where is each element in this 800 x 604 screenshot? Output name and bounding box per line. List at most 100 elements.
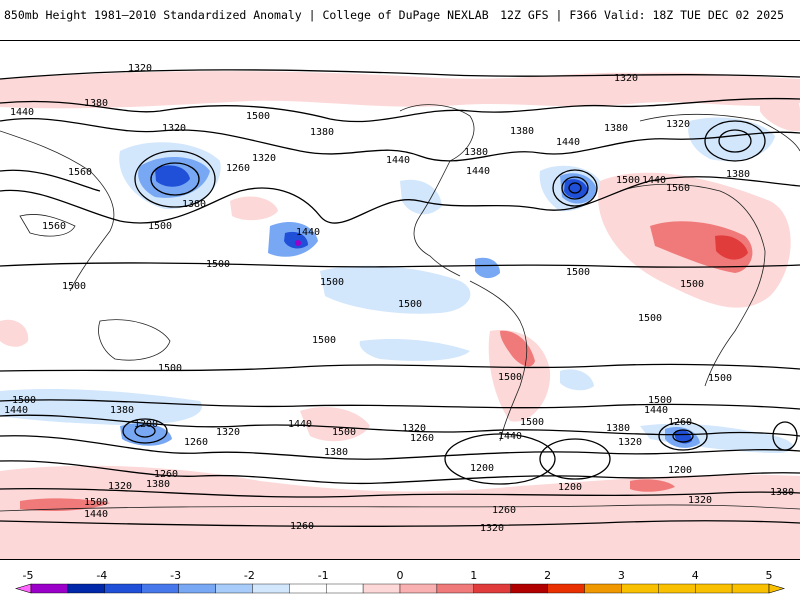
europe-light-negative [688,117,775,162]
atlantic-low-ring-3 [568,182,582,194]
contour-label: 1500 [246,111,270,122]
europe-low-ring-2 [718,129,752,153]
southern-pacific-low-ring-1 [122,418,168,444]
contour-label: 1440 [642,175,666,186]
africa-max-positive [715,235,748,260]
contour-label: 1380 [604,123,628,134]
contour-label: 1380 [770,487,794,498]
aleutian-low-ring-2 [150,162,200,196]
colorbar-tick-label: -1 [318,569,329,582]
subtropical-low-core [284,231,308,249]
contour-label: 1260 [668,417,692,428]
contour-label: 1500 [62,281,86,292]
colorbar-swatch [695,583,733,594]
pacific-positive-patch [230,196,278,221]
south-america-positive-region [488,330,551,422]
colorbar-svg: -5 -4 -3 -2 -1 0 1 2 3 4 5 [14,569,786,594]
contour-label: 1500 [638,313,662,324]
colorbar-swatch [104,583,142,594]
south-indian-west-low-ring [539,438,611,480]
colorbar-swatch [436,583,474,594]
atlantic-low-core [564,179,588,199]
contour-1380-north [0,97,800,123]
colorbar-tick-label: -2 [244,569,255,582]
south-america-coast [469,280,528,442]
contour-label: 1440 [386,155,410,166]
contour-label: 1500 [520,417,544,428]
contour-label: 1320 [108,481,132,492]
contour-label: 1380 [310,127,334,138]
southern-indian-low-ring-1 [658,421,708,451]
southern-pacific-low-ring-2 [134,424,156,438]
colorbar-swatch [141,583,179,594]
height-contours [0,69,800,527]
colorbar-swatch [326,583,364,594]
colorbar-swatch [547,583,585,594]
contour-label: 1320 [614,73,638,84]
contour-label: 1500 [148,221,172,232]
colorbar-ticks: -5 -4 -3 -2 -1 0 1 2 3 4 5 [23,569,773,582]
contour-label: 1320 [402,423,426,434]
colorbar-tick-label: -4 [96,569,107,582]
contour-labels: 1320 1320 1380 1440 1500 1320 1380 1380 … [4,63,794,534]
south-pacific-positive-patch [300,406,370,442]
contour-label: 1500 [12,395,36,406]
sahara-strong-positive [650,221,753,273]
contour-label: 1320 [216,427,240,438]
contour-label: 1260 [226,163,250,174]
contour-label: 1320 [252,153,276,164]
contour-label: 1440 [84,509,108,520]
colorbar-swatch [67,583,106,594]
asia-coast [0,130,115,292]
colorbar-tick-label: 0 [397,569,404,582]
contour-label: 1560 [42,221,66,232]
aleutian-low-ring-1 [134,150,216,208]
colorbar-swatch [584,583,622,594]
contour-label: 1320 [480,523,504,534]
arctic-positive-band [0,71,800,109]
contour-label: 1320 [618,437,642,448]
contour-label: 1260 [154,469,178,480]
contour-1500-tropics-south [0,363,800,372]
contour-label: 1320 [666,119,690,130]
coastlines [0,104,800,512]
anomaly-map[interactable]: 1320 1320 1380 1440 1500 1320 1380 1380 … [0,41,800,559]
contour-label: 1380 [510,126,534,137]
model-run-info: 12Z GFS | F366 Valid: 18Z TUE DEC 02 202… [500,8,784,22]
contour-1560-west [0,169,101,192]
southern-indian-low-core [675,429,692,444]
colorbar-tick-label: -5 [23,569,34,582]
east-asia-islands [19,214,76,237]
antarctic-strong-positive [20,498,110,511]
contour-label: 1440 [466,166,490,177]
contour-label: 1500 [84,497,108,508]
contour-label: 1500 [648,395,672,406]
contour-label: 1440 [296,227,320,238]
north-america-light-negative [400,179,442,215]
subtropical-low-extreme [295,240,301,246]
contour-label: 1200 [558,482,582,493]
australia-coast [98,319,171,361]
colorbar-swatch [252,583,290,594]
contour-label: 1320 [128,63,152,74]
contour-label: 1500 [332,427,356,438]
colorbar-arrow-low [14,583,32,594]
colorbar-swatch [658,583,696,594]
contour-label: 1380 [324,447,348,458]
contour-label: 1380 [84,98,108,109]
colorbar-tick-label: -3 [170,569,181,582]
south-atlantic-low-ring [444,433,556,485]
contour-1260-south [0,460,800,485]
contour-label: 1500 [680,279,704,290]
contour-label: 1200 [668,465,692,476]
contour-label: 1500 [158,363,182,374]
map-panel[interactable]: 1320 1320 1380 1440 1500 1320 1380 1380 … [0,40,800,560]
contour-1500-tropics-north [0,262,800,268]
caribbean-mid-negative [475,257,500,279]
contour-label: 1440 [4,405,28,416]
contour-1500-north [0,176,800,224]
positive-anomaly-max [715,235,748,260]
colorbar-tick-label: 4 [692,569,699,582]
positive-anomaly-strong [20,221,753,511]
contour-label: 1380 [146,479,170,490]
